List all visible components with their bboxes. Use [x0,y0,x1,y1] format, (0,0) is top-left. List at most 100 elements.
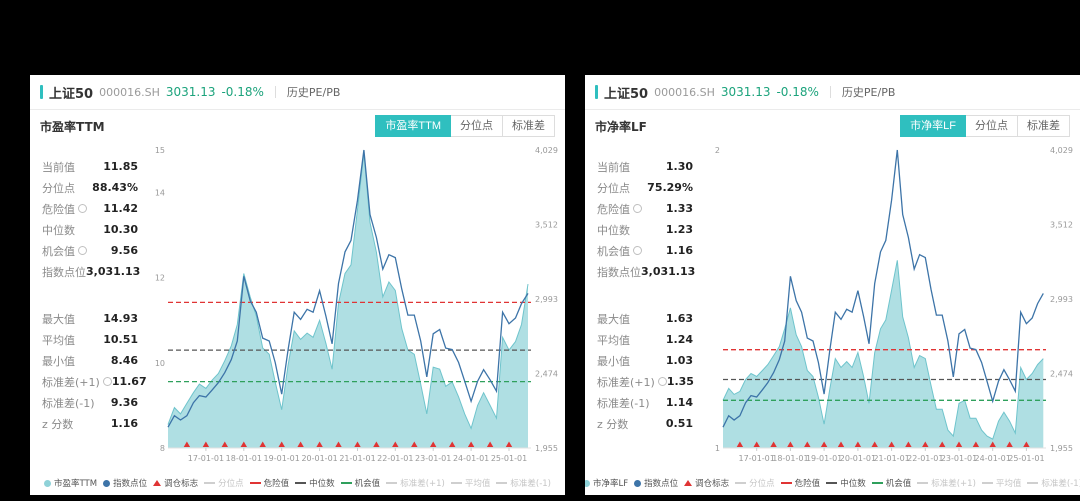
legend-dash-icon [249,482,261,484]
stat-value: 1.30 [665,160,693,173]
legend-dash-icon [496,482,508,484]
stat-value: 0.51 [665,417,693,430]
stat-row: 指数点位 3,031.13 [597,261,695,282]
legend-item[interactable]: 调仓标志 [684,477,729,489]
chart-legend: 市盈率TTM 指数点位 调仓标志 分位点 危险值 中位数 机会值 标准差(+1) 平均值 标准差(… [30,470,565,496]
stat-label: 平均值 [42,333,75,347]
legend-item[interactable]: 平均值 [450,477,490,489]
svg-text:18-01-01: 18-01-01 [772,454,808,463]
svg-text:20-01-01: 20-01-01 [840,454,876,463]
legend-dash-icon [871,482,883,484]
svg-text:25-01-01: 25-01-01 [491,454,527,463]
legend-label: 指数点位 [644,479,679,489]
stat-value: 1.03 [665,354,693,367]
legend-item[interactable]: 平均值 [981,477,1021,489]
index-price: 3031.13 [720,85,771,99]
legend-item[interactable]: 机会值 [871,477,911,489]
legend-item[interactable]: 机会值 [340,477,381,489]
legend-item[interactable]: 中位数 [826,477,866,489]
tab-percentile[interactable]: 分位点 [965,115,1018,137]
legend-item[interactable]: 标准差(-1) [496,477,551,489]
stat-label: 标准差(-1) [42,396,95,410]
info-icon[interactable] [78,204,87,213]
svg-text:20-01-01: 20-01-01 [301,454,337,463]
stat-value: 1.16 [665,244,693,257]
legend-item[interactable]: 危险值 [249,477,289,489]
stat-value: 9.36 [110,396,138,409]
stat-label: 指数点位 [42,265,86,279]
svg-text:18-01-01: 18-01-01 [226,454,262,463]
legend-item[interactable]: 调仓标志 [153,477,198,489]
tab-std-dev[interactable]: 标准差 [502,115,555,137]
panel-body: 当前值 1.30 分位点 75.29% 危险值 1.33 中位数 1.23 机会值 1.16 指数点… [585,142,1080,470]
legend-item[interactable]: 标准差(+1) [386,477,445,489]
divider [829,86,831,98]
legend-item[interactable]: 标准差(-1) [1027,477,1080,489]
legend-item[interactable]: 市净率LF [585,477,628,489]
panel-body: 当前值 11.85 分位点 88.43% 危险值 11.42 中位数 10.30 机会值 9.56… [30,142,565,470]
stat-label: 机会值 [597,243,642,259]
svg-text:2: 2 [715,146,720,155]
svg-text:23-01-01: 23-01-01 [415,454,451,463]
info-icon[interactable] [102,377,112,386]
legend-item[interactable]: 指数点位 [103,477,147,489]
info-icon[interactable] [657,377,667,386]
legend-dash-icon [826,482,838,484]
stat-row: 机会值 9.56 [42,240,138,261]
legend-item[interactable]: 分位点 [204,477,244,489]
legend-dash-icon [1027,482,1039,484]
stat-label: 最小值 [597,354,630,368]
svg-text:23-01-01: 23-01-01 [941,454,977,463]
tab-pb-lf[interactable]: 市净率LF [900,115,966,137]
stat-value: 88.43% [92,181,138,194]
tab-percentile[interactable]: 分位点 [450,115,503,137]
stat-row: 机会值 1.16 [597,240,693,261]
legend-item[interactable]: 中位数 [295,477,335,489]
stat-row: 当前值 1.30 [597,156,693,177]
index-code: 000016.SH [99,85,160,99]
stat-row: z 分数 1.16 [42,413,138,434]
legend-label: 市净率LF [592,479,629,489]
svg-text:24-01-01: 24-01-01 [453,454,489,463]
panel-subtitle: 历史PE/PB [286,86,341,99]
svg-text:1,955: 1,955 [535,444,558,453]
legend-label: 调仓标志 [695,479,730,489]
info-icon[interactable] [633,246,642,255]
stat-row: 最小值 8.46 [42,350,138,371]
legend-item[interactable]: 标准差(+1) [917,477,976,489]
stats-column: 当前值 11.85 分位点 88.43% 危险值 11.42 中位数 10.30 机会值 9.56… [30,142,148,470]
stat-value: 11.42 [103,202,138,215]
legend-item[interactable]: 危险值 [780,477,820,489]
stat-value: 1.24 [665,333,693,346]
svg-text:22-01-01: 22-01-01 [377,454,413,463]
legend-dash-icon [981,482,993,484]
stat-row: z 分数 0.51 [597,413,693,434]
accent-bar [595,85,598,99]
legend-dash-icon [340,482,352,484]
chart-title: 市净率LF [595,119,647,134]
stat-row: 标准差(+1) 1.35 [597,371,694,392]
stat-value: 3,031.13 [86,265,141,278]
chart-title: 市盈率TTM [40,119,105,134]
svg-text:15: 15 [155,146,165,155]
stat-label: 最小值 [42,354,75,368]
stat-label: 标准差(-1) [597,396,650,410]
legend-circle-icon [103,479,111,487]
tab-pe-ttm[interactable]: 市盈率TTM [375,115,451,137]
info-icon[interactable] [78,246,87,255]
svg-text:3,512: 3,512 [1050,220,1073,229]
legend-item[interactable]: 指数点位 [634,477,678,489]
legend-item[interactable]: 市盈率TTM [44,477,97,489]
legend-label: 分位点 [749,479,775,489]
stat-value: 1.16 [110,417,138,430]
stat-row: 平均值 1.24 [597,329,693,350]
panel-header: 上证50 000016.SH 3031.13 -0.18% 历史PE/PB [30,75,565,110]
stat-row: 中位数 1.23 [597,219,693,240]
legend-label: 机会值 [354,479,381,489]
legend-item[interactable]: 分位点 [735,477,775,489]
svg-text:2,474: 2,474 [535,369,558,378]
tab-std-dev[interactable]: 标准差 [1017,115,1070,137]
legend-label: 标准差(-1) [510,479,551,489]
info-icon[interactable] [633,204,642,213]
